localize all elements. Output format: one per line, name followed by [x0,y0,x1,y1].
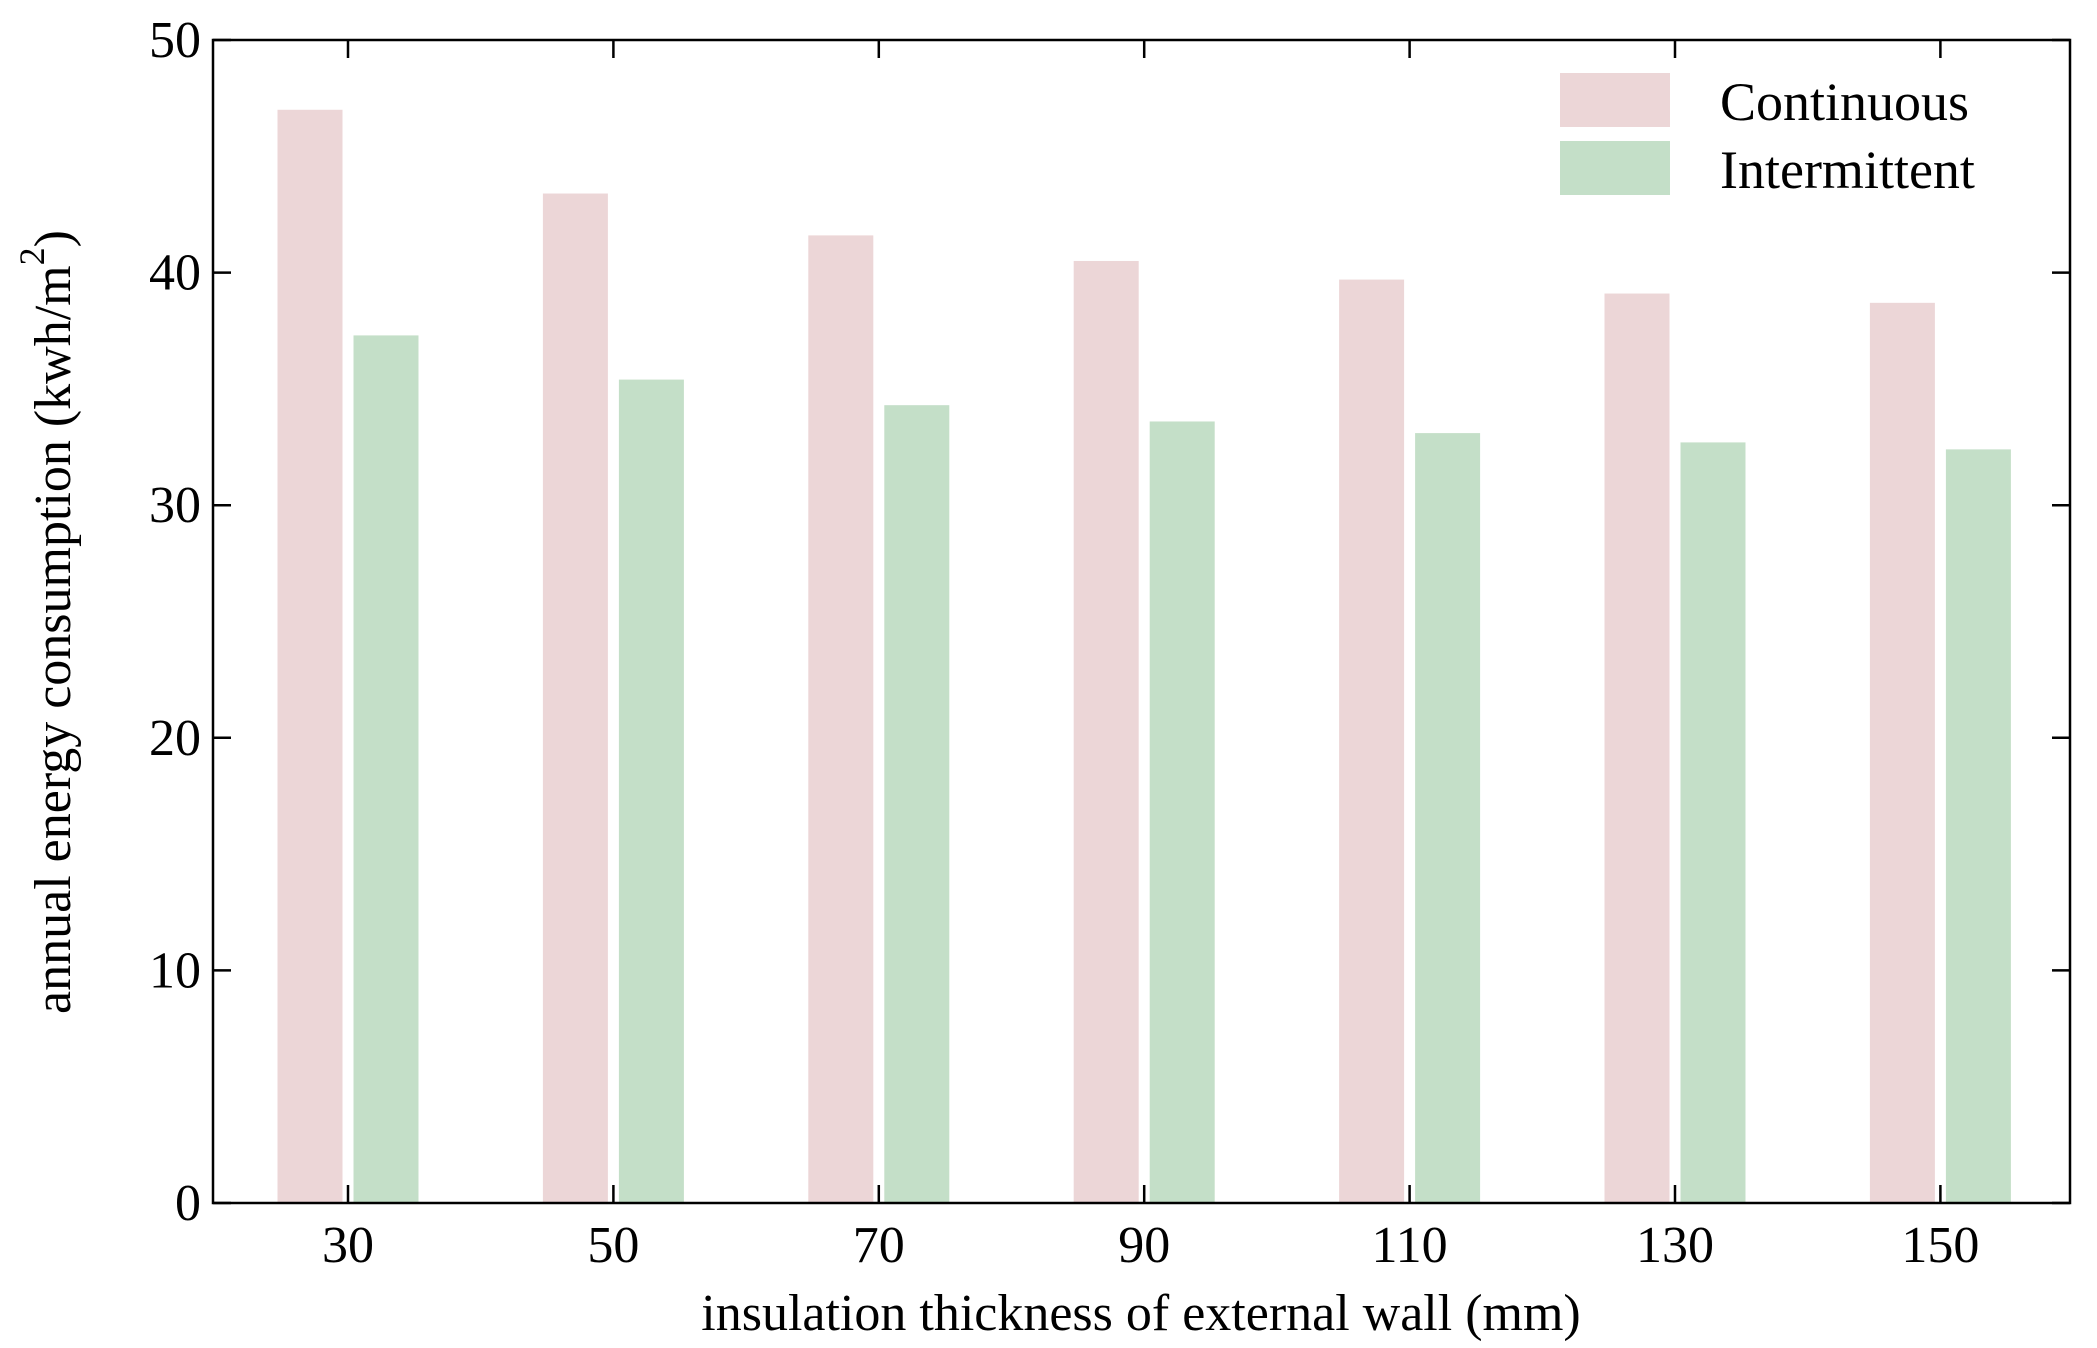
y-tick-label-0: 0 [175,1175,201,1232]
bar-intermittent-130 [1680,442,1746,1203]
bar-intermittent-90 [1149,421,1215,1203]
bar-intermittent-110 [1415,433,1481,1203]
bar-continuous-50 [542,193,608,1204]
x-tick-label-110: 110 [1372,1217,1448,1274]
plot-frame [211,38,2072,1205]
x-tick-label-50: 50 [587,1217,639,1274]
y-tick-label-50: 50 [149,12,201,69]
x-tick-label-30: 30 [322,1217,374,1274]
bar-continuous-110 [1339,279,1405,1203]
y-tick-label-40: 40 [149,245,201,302]
bar-intermittent-50 [618,379,684,1203]
bar-intermittent-70 [884,405,950,1203]
bar-continuous-150 [1869,302,1935,1203]
x-tick-label-90: 90 [1118,1217,1170,1274]
legend-swatch-intermittent [1560,141,1670,195]
y-axis-ticks: 0 10 20 30 40 50 [149,12,2070,1232]
bar-intermittent-30 [353,335,419,1204]
legend: Continuous Intermittent [1560,72,1975,200]
x-axis-ticks: 30 50 70 90 110 130 150 [322,40,1979,1274]
y-axis-label-group: annual energy consumption (kwh/m2) [12,230,82,1014]
bar-continuous-30 [277,109,343,1203]
bar-continuous-70 [808,235,874,1203]
legend-label-intermittent: Intermittent [1720,140,1975,200]
axes-layer [211,38,2072,1205]
plot-area [213,40,2070,1203]
bar-intermittent-150 [1945,449,2011,1204]
y-axis-label-superscript: 2 [12,247,52,265]
legend-label-continuous: Continuous [1720,72,1969,132]
y-axis-label-close: ) [25,230,82,247]
y-tick-label-30: 30 [149,477,201,534]
y-axis-label: annual energy consumption (kwh/m2) [12,230,82,1014]
y-tick-label-10: 10 [149,942,201,999]
plot-background [213,40,2070,1203]
bars-layer [277,109,2011,1204]
x-axis-label: insulation thickness of external wall (m… [701,1285,1580,1342]
bar-continuous-90 [1073,260,1139,1204]
y-axis-label-text: annual energy consumption (kwh/m [25,265,82,1014]
x-tick-label-130: 130 [1636,1217,1714,1274]
bar-continuous-130 [1604,293,1670,1203]
y-tick-label-20: 20 [149,710,201,767]
x-tick-label-150: 150 [1901,1217,1979,1274]
x-tick-label-70: 70 [853,1217,905,1274]
legend-swatch-continuous [1560,73,1670,127]
